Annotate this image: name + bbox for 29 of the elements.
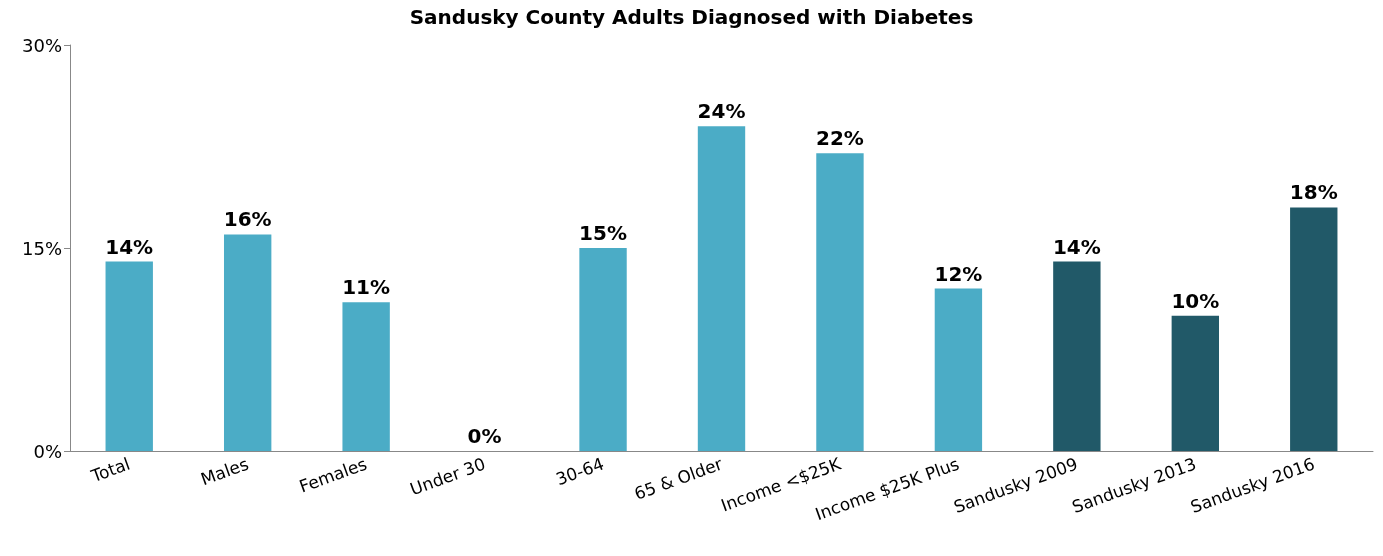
x-tick-label: Total xyxy=(87,453,133,487)
data-label: 0% xyxy=(467,424,502,448)
data-label: 12% xyxy=(934,261,983,286)
data-label: 22% xyxy=(816,126,864,151)
bar xyxy=(1290,207,1338,451)
bar xyxy=(342,302,390,451)
x-tick-label: Males xyxy=(198,453,252,490)
data-label: 14% xyxy=(1052,234,1101,259)
bar xyxy=(1053,261,1101,451)
bar xyxy=(934,288,983,451)
data-label: 18% xyxy=(1289,180,1338,205)
y-tick-label: 30% xyxy=(21,34,62,56)
chart-title: Sandusky County Adults Diagnosed with Diabetes xyxy=(409,5,974,29)
x-tick-label: Under 30 xyxy=(407,453,489,500)
x-tick-label: 30-64 xyxy=(553,453,607,490)
bar xyxy=(697,126,746,451)
data-label: 24% xyxy=(697,99,746,124)
bar xyxy=(223,234,272,451)
data-label: 16% xyxy=(223,207,272,232)
data-label: 15% xyxy=(579,221,627,245)
data-label: 14% xyxy=(105,234,154,259)
bar xyxy=(816,153,864,451)
y-tick-label: 15% xyxy=(21,237,62,259)
bar xyxy=(1171,315,1220,451)
bar xyxy=(579,248,627,451)
data-label: 11% xyxy=(342,275,391,300)
data-label: 10% xyxy=(1171,288,1220,313)
bar xyxy=(105,261,153,451)
y-tick-label: 0% xyxy=(33,440,62,462)
